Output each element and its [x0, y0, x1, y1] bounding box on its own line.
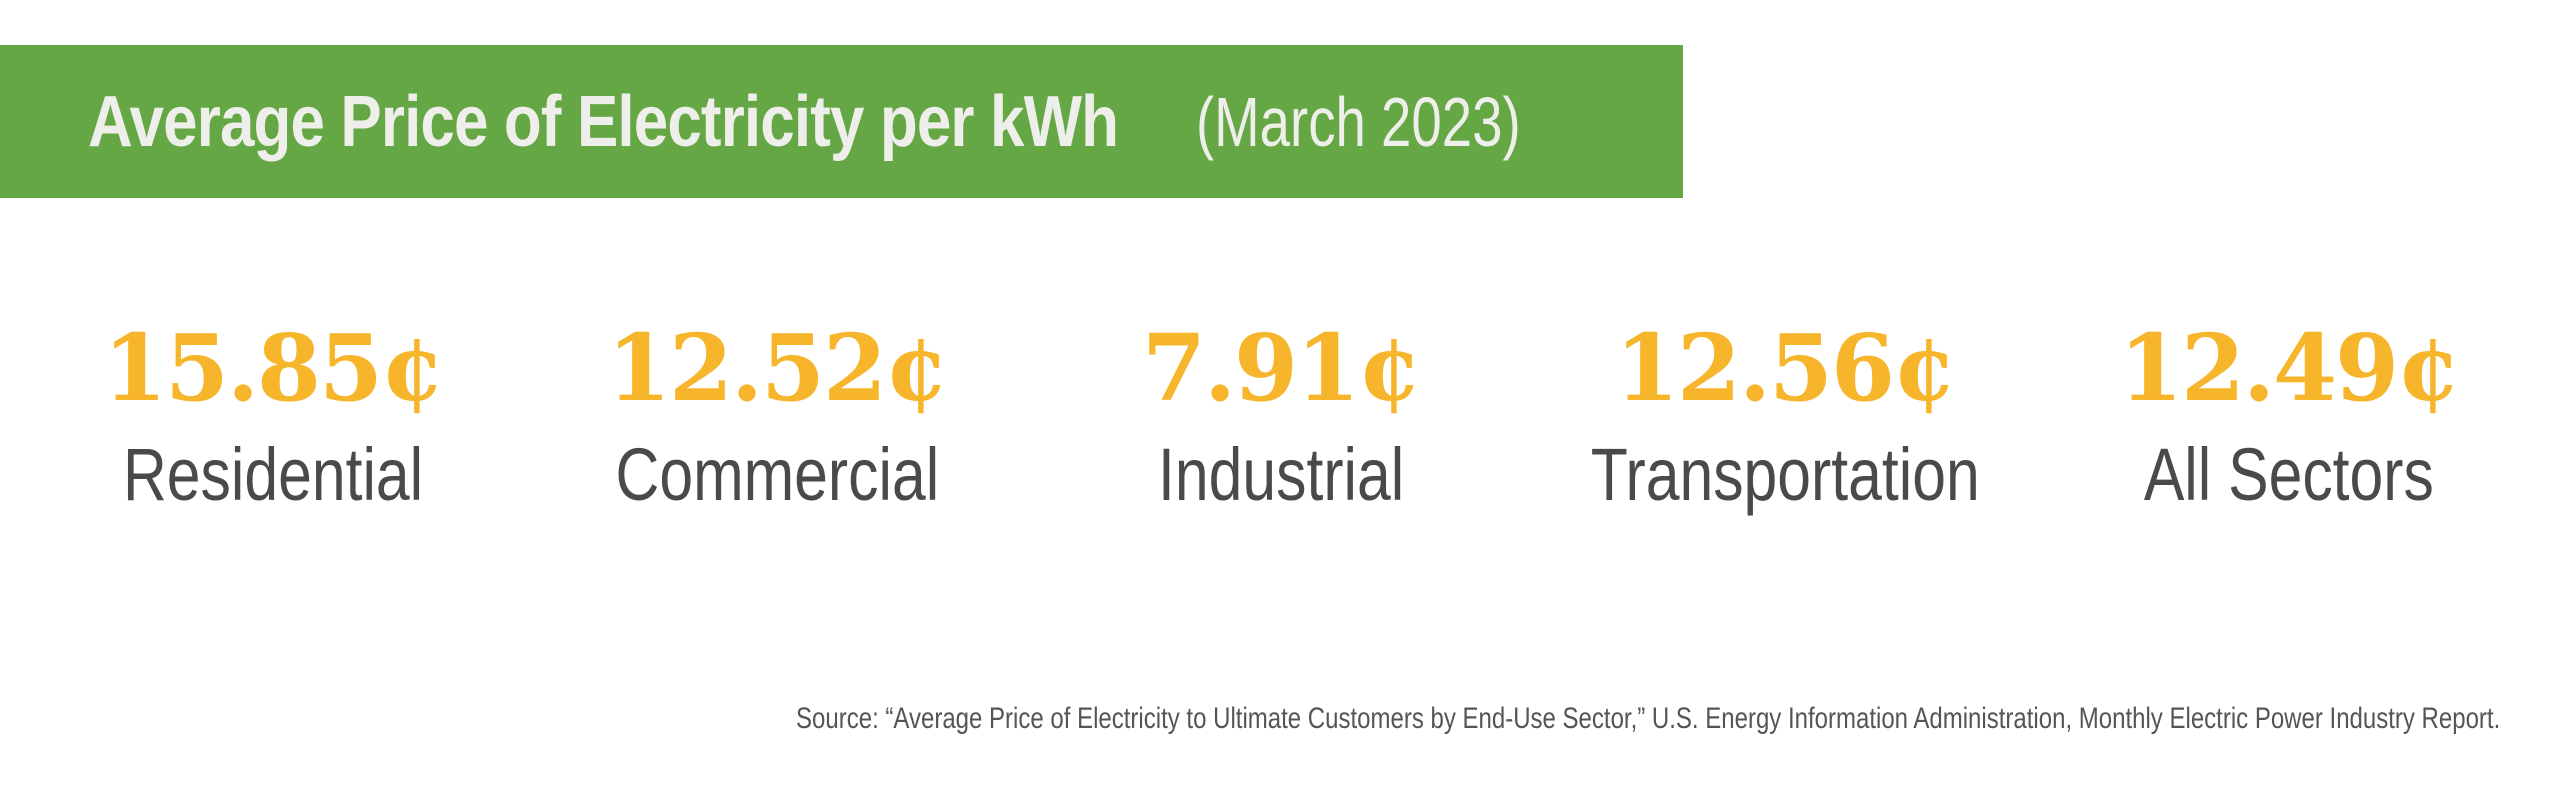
stat-commercial: 12.52¢ Commercial: [497, 322, 1057, 512]
stat-value: 15.85¢: [102, 314, 445, 422]
stat-label: Industrial: [1157, 433, 1405, 516]
stat-label: Commercial: [615, 433, 939, 516]
stat-residential: 15.85¢ Residential: [0, 322, 553, 512]
stat-transportation: 12.56¢ Transportation: [1505, 322, 2065, 512]
stat-value: 12.52¢: [606, 314, 949, 422]
stat-industrial: 7.91¢ Industrial: [1001, 322, 1561, 512]
stat-value: 12.56¢: [1614, 314, 1957, 422]
stat-all-sectors: 12.49¢ All Sectors: [2009, 322, 2560, 512]
stat-value: 7.91¢: [1141, 314, 1422, 422]
stat-value: 12.49¢: [2118, 314, 2461, 422]
stat-label: Residential: [122, 433, 424, 516]
stat-label: Transportation: [1590, 433, 1980, 516]
source-note: Source: “Average Price of Electricity to…: [795, 702, 2500, 735]
chart-title: Average Price of Electricity per kWh: [88, 81, 1119, 162]
chart-subtitle: (March 2023): [1195, 82, 1521, 161]
title-banner: Average Price of Electricity per kWh (Ma…: [0, 45, 1683, 198]
stat-label: All Sectors: [2143, 433, 2434, 516]
